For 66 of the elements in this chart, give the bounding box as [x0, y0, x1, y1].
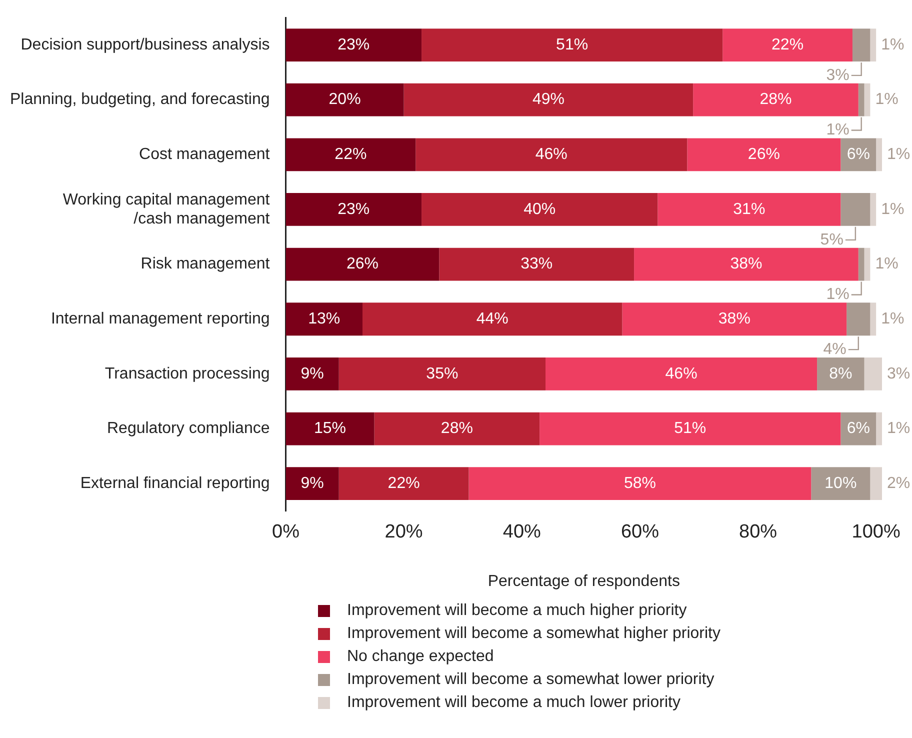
data-label: 22%: [388, 474, 420, 492]
data-label: 1%: [881, 310, 904, 328]
legend-label: Improvement will become a much higher priority: [347, 602, 687, 620]
data-label: 33%: [520, 256, 553, 273]
data-label: 1%: [875, 256, 898, 273]
data-label: 28%: [440, 420, 473, 438]
data-label: 51%: [674, 420, 706, 438]
x-axis-title: Percentage of respondents: [488, 572, 680, 590]
y-tick-label: Planning, budgeting, and forecasting: [10, 91, 270, 108]
y-tick-label: Regulatory compliance: [107, 420, 270, 438]
legend-label: Improvement will become a somewhat higher priority: [347, 624, 720, 642]
data-label: 3%: [887, 365, 910, 382]
data-label: 4%: [823, 340, 846, 358]
y-tick-label: Internal management reporting: [50, 310, 270, 328]
y-tick-label: Cost management: [139, 146, 270, 164]
y-tick-label: Working capital management /cash management: [62, 191, 270, 228]
data-label: 31%: [733, 200, 766, 218]
data-label: 46%: [665, 365, 698, 382]
legend-label: Improvement will become a somewhat lower priority: [347, 670, 714, 688]
data-label: 28%: [760, 91, 792, 108]
data-label: 23%: [338, 200, 370, 218]
data-label: 1%: [826, 122, 850, 139]
data-label: 49%: [532, 91, 564, 108]
data-label: 20%: [328, 91, 361, 108]
x-tick-label: 60%: [620, 522, 660, 543]
data-label: 3%: [826, 66, 850, 84]
data-label: 35%: [426, 365, 458, 382]
data-label: 58%: [624, 474, 656, 492]
data-label: 10%: [824, 474, 857, 492]
data-label: 9%: [300, 365, 324, 382]
data-label: 26%: [748, 146, 780, 164]
data-label: 1%: [881, 36, 904, 54]
data-label: 2%: [887, 474, 910, 492]
data-label: 1%: [881, 200, 904, 218]
data-label: 5%: [820, 231, 844, 248]
y-tick-label: Risk management: [140, 256, 270, 273]
data-label: 6%: [846, 420, 870, 438]
x-tick-label: 20%: [384, 522, 423, 543]
x-tick-label: 40%: [502, 522, 542, 543]
data-label: 51%: [556, 36, 588, 54]
data-label: 38%: [718, 310, 750, 328]
legend-label: Improvement will become a much lower priority: [347, 694, 680, 712]
data-label: 9%: [300, 474, 324, 492]
data-label: 23%: [338, 36, 370, 54]
data-label: 26%: [346, 256, 379, 273]
data-label: 38%: [730, 256, 762, 273]
data-label: 15%: [314, 420, 346, 438]
x-tick-label: 0%: [272, 522, 300, 543]
y-tick-label: Decision support/business analysis: [20, 36, 270, 54]
data-label: 8%: [829, 365, 852, 382]
y-tick-label: External financial reporting: [80, 474, 270, 492]
data-label: 1%: [887, 420, 910, 438]
x-tick-label: 100%: [852, 522, 900, 543]
data-label: 22%: [334, 146, 367, 164]
data-label: 6%: [846, 146, 870, 164]
data-label: 1%: [887, 146, 910, 164]
data-label: 40%: [524, 200, 556, 218]
data-label: 1%: [826, 286, 850, 304]
y-tick-label: Transaction processing: [104, 365, 270, 382]
data-label: 1%: [875, 91, 898, 108]
data-label: 46%: [535, 146, 568, 164]
data-label: 44%: [476, 310, 508, 328]
data-label: 13%: [308, 310, 340, 328]
legend-label: No change expected: [347, 648, 494, 666]
x-tick-label: 80%: [739, 522, 778, 543]
data-label: 22%: [772, 36, 804, 54]
